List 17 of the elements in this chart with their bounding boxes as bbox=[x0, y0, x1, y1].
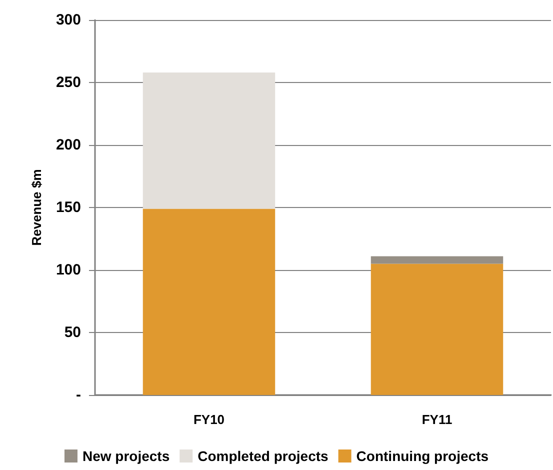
y-tick-label: 250 bbox=[56, 74, 81, 91]
y-tick-label: - bbox=[76, 386, 81, 404]
legend-label: Completed projects bbox=[198, 448, 329, 464]
y-tick-label: 150 bbox=[56, 199, 81, 216]
bar bbox=[370, 256, 504, 264]
y-tick-label: 300 bbox=[56, 12, 81, 28]
x-tick-label: FY11 bbox=[422, 412, 452, 427]
legend-label: New projects bbox=[82, 448, 170, 464]
x-tick-label: FY10 bbox=[193, 412, 225, 427]
bar bbox=[142, 72, 276, 209]
legend-label: Continuing projects bbox=[356, 448, 489, 464]
bar bbox=[370, 264, 504, 395]
y-tick-label: 200 bbox=[56, 136, 81, 154]
y-tick-label: 100 bbox=[56, 262, 81, 278]
y-tick-label: 50 bbox=[64, 324, 81, 341]
y-axis-title: Revenue $m bbox=[29, 169, 44, 246]
bar bbox=[142, 208, 276, 395]
